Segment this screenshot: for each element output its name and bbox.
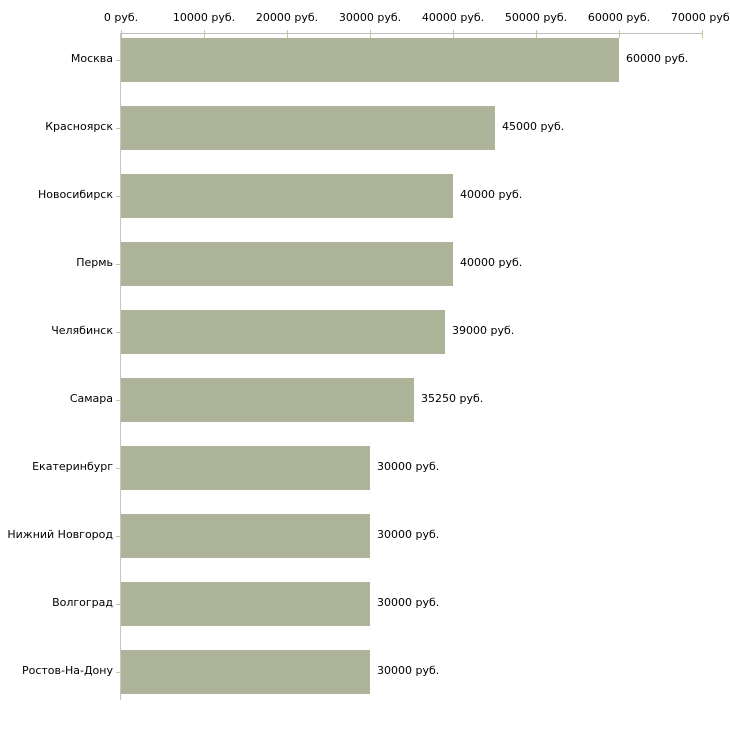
bar <box>121 582 370 626</box>
y-tick-mark <box>116 536 120 537</box>
bar <box>121 242 453 286</box>
x-tick-label: 60000 руб. <box>587 11 651 24</box>
x-tick-mark <box>453 30 454 38</box>
category-label: Москва <box>70 52 113 65</box>
category-label: Самара <box>69 392 113 405</box>
x-tick-mark <box>204 30 205 38</box>
y-tick-mark <box>116 672 120 673</box>
category-label: Нижний Новгород <box>7 528 113 541</box>
value-label: 40000 руб. <box>460 256 523 269</box>
category-label: Красноярск <box>45 120 113 133</box>
x-tick-label: 10000 руб. <box>172 11 236 24</box>
value-label: 30000 руб. <box>377 528 440 541</box>
y-tick-mark <box>116 604 120 605</box>
value-label: 35250 руб. <box>421 392 484 405</box>
x-axis-line <box>121 33 703 34</box>
y-tick-mark <box>116 400 120 401</box>
bar <box>121 38 619 82</box>
category-label: Ростов-На-Дону <box>21 664 113 677</box>
value-label: 60000 руб. <box>626 52 689 65</box>
bar <box>121 446 370 490</box>
bar <box>121 310 445 354</box>
x-tick-mark <box>702 30 703 38</box>
x-tick-mark <box>619 30 620 38</box>
y-tick-mark <box>116 196 120 197</box>
value-label: 39000 руб. <box>452 324 515 337</box>
x-tick-mark <box>121 30 122 38</box>
x-tick-mark <box>370 30 371 38</box>
category-label: Екатеринбург <box>32 460 113 473</box>
x-tick-label: 70000 руб. <box>670 11 730 24</box>
bar <box>121 514 370 558</box>
category-label: Волгоград <box>52 596 113 609</box>
value-label: 30000 руб. <box>377 596 440 609</box>
bar <box>121 174 453 218</box>
x-tick-label: 0 руб. <box>103 11 139 24</box>
value-label: 30000 руб. <box>377 664 440 677</box>
bar <box>121 378 414 422</box>
category-label: Пермь <box>76 256 113 269</box>
value-label: 30000 руб. <box>377 460 440 473</box>
y-tick-mark <box>116 468 120 469</box>
y-tick-mark <box>116 128 120 129</box>
x-tick-label: 50000 руб. <box>504 11 568 24</box>
bar <box>121 106 495 150</box>
x-tick-label: 40000 руб. <box>421 11 485 24</box>
x-tick-mark <box>287 30 288 38</box>
bar <box>121 650 370 694</box>
x-tick-mark <box>536 30 537 38</box>
category-label: Челябинск <box>51 324 113 337</box>
y-tick-mark <box>116 60 120 61</box>
x-tick-label: 30000 руб. <box>338 11 402 24</box>
value-label: 45000 руб. <box>502 120 565 133</box>
y-tick-mark <box>116 264 120 265</box>
x-tick-label: 20000 руб. <box>255 11 319 24</box>
y-tick-mark <box>116 332 120 333</box>
y-axis-line <box>120 33 121 700</box>
value-label: 40000 руб. <box>460 188 523 201</box>
category-label: Новосибирск <box>37 188 113 201</box>
